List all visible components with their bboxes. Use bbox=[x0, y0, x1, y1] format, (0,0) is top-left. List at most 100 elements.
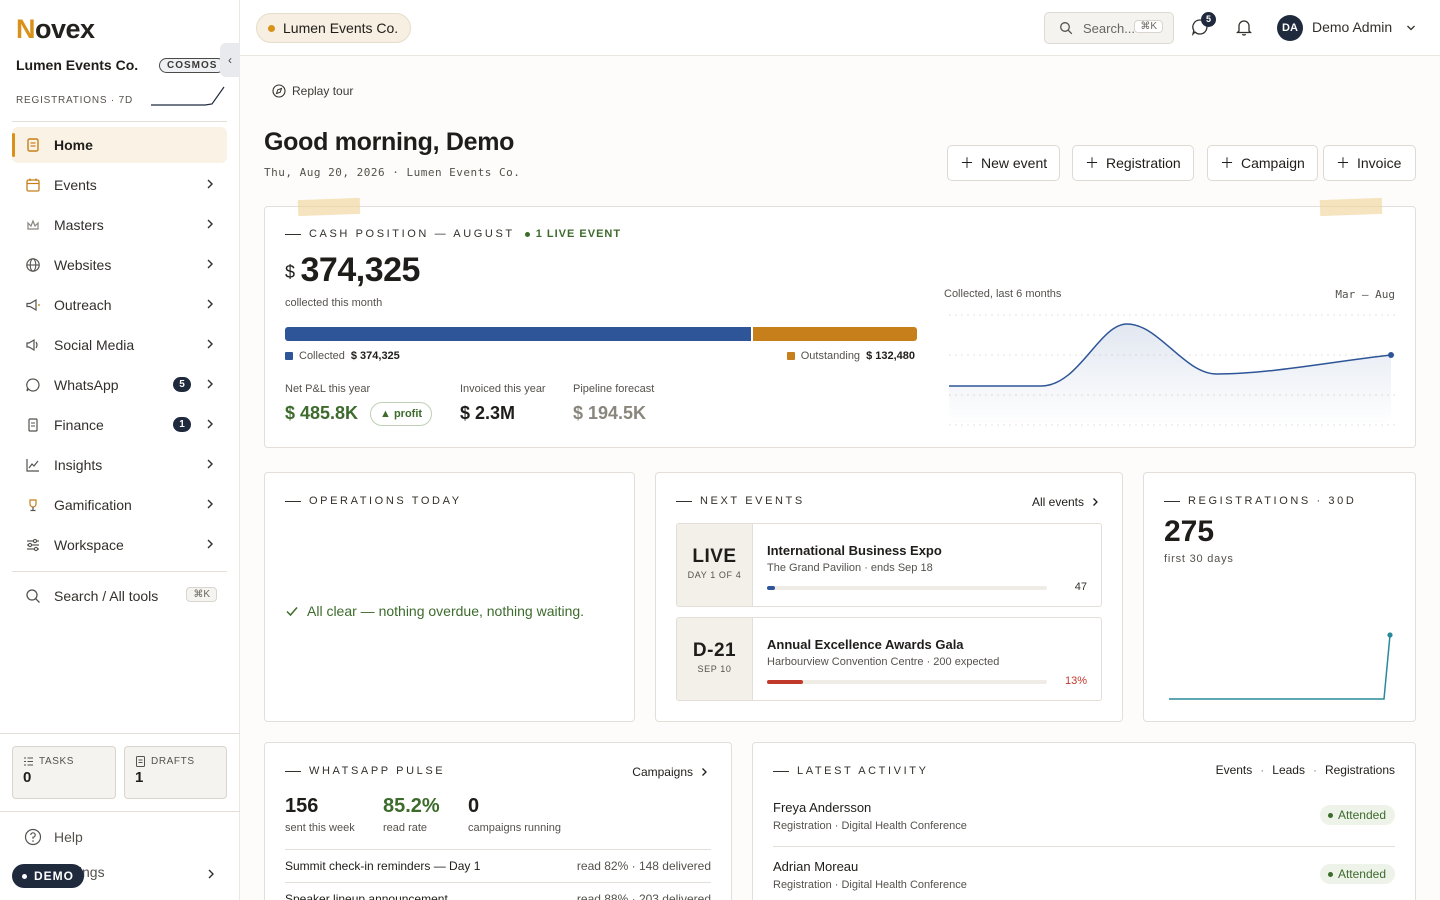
new-invoice-button[interactable]: ＋ Invoice bbox=[1323, 145, 1416, 181]
new-registration-button[interactable]: ＋ Registration bbox=[1072, 145, 1194, 181]
chevron-right-icon bbox=[702, 768, 707, 776]
legend-outstanding: Outstanding $ 132,480 bbox=[786, 350, 915, 362]
activity-link-leads[interactable]: Leads bbox=[1272, 763, 1305, 777]
plus-icon: ＋ bbox=[1220, 155, 1234, 171]
nav-label: Home bbox=[54, 137, 93, 153]
replay-tour-button[interactable]: Replay tour bbox=[272, 84, 353, 98]
user-name[interactable]: Demo Admin bbox=[1312, 19, 1393, 35]
activity-filter-links: Events · Leads · Registrations bbox=[1215, 763, 1395, 777]
nav-item-masters[interactable]: Masters bbox=[12, 207, 227, 243]
event-status-block: D-21 SEP 10 bbox=[677, 618, 753, 700]
home-icon bbox=[24, 136, 42, 154]
event-name: International Business Expo bbox=[767, 543, 942, 558]
trophy-icon bbox=[24, 496, 42, 514]
search-icon bbox=[24, 587, 42, 605]
demo-mode-badge[interactable]: DEMO bbox=[12, 864, 84, 888]
keyboard-shortcut: ⌘K bbox=[186, 587, 217, 602]
activity-row[interactable]: Adrian Moreau Registration · Digital Hea… bbox=[773, 859, 1395, 900]
divider bbox=[773, 846, 1395, 847]
check-icon bbox=[286, 607, 298, 617]
event-card[interactable]: D-21 SEP 10 Annual Excellence Awards Gal… bbox=[676, 617, 1102, 701]
activity-link-events[interactable]: Events bbox=[1215, 763, 1253, 777]
chevron-right-icon bbox=[207, 379, 213, 389]
event-progress-track bbox=[767, 680, 1047, 684]
event-progress-fill bbox=[767, 586, 776, 590]
nav-item-home[interactable]: Home bbox=[12, 127, 227, 163]
nav-item-outreach[interactable]: Outreach bbox=[12, 287, 227, 323]
bell-icon[interactable] bbox=[1236, 18, 1252, 36]
cash-collected-amount: $374,325 bbox=[285, 251, 420, 289]
global-search[interactable]: Search... ⌘K bbox=[1044, 12, 1174, 44]
drafts-value: 1 bbox=[135, 769, 144, 786]
cash-position-card: CASH POSITION — AUGUST 1 LIVE EVENT $374… bbox=[264, 206, 1416, 448]
messages-badge: 5 bbox=[1201, 12, 1216, 27]
outstanding-bar-segment bbox=[753, 327, 917, 341]
help-label: Help bbox=[54, 829, 83, 845]
chevron-down-icon[interactable] bbox=[1405, 22, 1417, 34]
activity-row[interactable]: Freya Andersson Registration · Digital H… bbox=[773, 800, 1395, 859]
invoiced-label: Invoiced this year bbox=[460, 383, 546, 395]
drafts-icon bbox=[136, 756, 145, 767]
activity-person: Adrian Moreau bbox=[773, 859, 859, 874]
event-card[interactable]: LIVE DAY 1 OF 4 International Business E… bbox=[676, 523, 1102, 607]
new-campaign-button[interactable]: ＋ Campaign bbox=[1207, 145, 1318, 181]
registrations-count: 275 bbox=[1164, 515, 1215, 548]
nav-item-insights[interactable]: Insights bbox=[12, 447, 227, 483]
nav-item-gamification[interactable]: Gamification bbox=[12, 487, 227, 523]
search-all-tools-label: Search / All tools bbox=[54, 588, 159, 604]
all-events-link[interactable]: All events bbox=[1032, 495, 1100, 509]
nav-label: Outreach bbox=[54, 297, 112, 313]
tasks-value: 0 bbox=[23, 769, 32, 786]
divider bbox=[0, 733, 240, 734]
keyboard-shortcut: ⌘K bbox=[1134, 20, 1163, 33]
new-event-button[interactable]: ＋ New event bbox=[947, 145, 1061, 181]
activity-link-registrations[interactable]: Registrations bbox=[1324, 763, 1395, 777]
megaphone-icon bbox=[24, 296, 42, 314]
registrations-sub: first 30 days bbox=[1164, 553, 1234, 565]
campaign-row[interactable]: Summit check-in reminders — Day 1 read 82… bbox=[285, 849, 711, 882]
nav-item-finance[interactable]: Finance 1 bbox=[12, 407, 227, 443]
tasks-card[interactable]: TASKS 0 bbox=[12, 746, 116, 799]
campaign-row[interactable]: Speaker lineup announcement read 88% · 20… bbox=[285, 882, 711, 900]
profit-badge: ▲ profit bbox=[370, 402, 433, 426]
chevron-right-icon bbox=[207, 499, 213, 509]
tasks-label: TASKS bbox=[39, 756, 75, 767]
social-icon bbox=[24, 336, 42, 354]
campaigns-link[interactable]: Campaigns bbox=[632, 765, 709, 779]
divider bbox=[0, 811, 240, 812]
event-progress-track bbox=[767, 586, 1047, 590]
tape-decoration bbox=[1319, 197, 1383, 217]
org-switcher[interactable]: Lumen Events Co. bbox=[256, 13, 412, 43]
collapse-sidebar-button[interactable]: ‹ bbox=[220, 43, 240, 77]
registrations-sparkline bbox=[1169, 632, 1393, 700]
registrations-7d-label: REGISTRATIONS · 7D bbox=[16, 95, 134, 106]
search-placeholder: Search... bbox=[1083, 20, 1136, 36]
nav-item-social-media[interactable]: Social Media bbox=[12, 327, 227, 363]
nav-item-workspace[interactable]: Workspace bbox=[12, 527, 227, 563]
pnl-label: Net P&L this year bbox=[285, 383, 371, 395]
nav-label: Social Media bbox=[54, 337, 135, 353]
page-title: Good morning, Demo bbox=[264, 128, 515, 156]
logo[interactable]: Novex bbox=[16, 14, 95, 44]
sent-this-week-stat: 156 sent this week bbox=[285, 795, 355, 834]
activity-detail: Registration · Digital Health Conference bbox=[773, 820, 967, 832]
event-venue: The Grand Pavilion · ends Sep 18 bbox=[767, 562, 933, 574]
event-date: SEP 10 bbox=[697, 664, 732, 674]
event-countdown: D-21 bbox=[692, 640, 737, 661]
drafts-card[interactable]: DRAFTS 1 bbox=[124, 746, 227, 799]
nav-item-events[interactable]: Events bbox=[12, 167, 227, 203]
nav-item-whatsapp[interactable]: WhatsApp 5 bbox=[12, 367, 227, 403]
next-events-card: NEXT EVENTS All events LIVE DAY 1 OF 4 I… bbox=[655, 472, 1123, 722]
chart-icon bbox=[24, 456, 42, 474]
help-link[interactable]: Help bbox=[24, 828, 83, 846]
search-all-tools-button[interactable]: Search / All tools ⌘K bbox=[12, 578, 227, 614]
avatar[interactable]: DA bbox=[1277, 15, 1303, 41]
nav-label: Insights bbox=[54, 457, 103, 473]
cash-trend-area bbox=[949, 324, 1391, 425]
pipeline-value: $ 194.5K bbox=[573, 403, 647, 423]
nav-item-websites[interactable]: Websites bbox=[12, 247, 227, 283]
event-status-sub: DAY 1 OF 4 bbox=[687, 570, 742, 580]
divider bbox=[12, 121, 227, 122]
event-venue: Harbourview Convention Centre · 200 expe… bbox=[767, 656, 1000, 668]
drafts-label: DRAFTS bbox=[151, 756, 195, 767]
